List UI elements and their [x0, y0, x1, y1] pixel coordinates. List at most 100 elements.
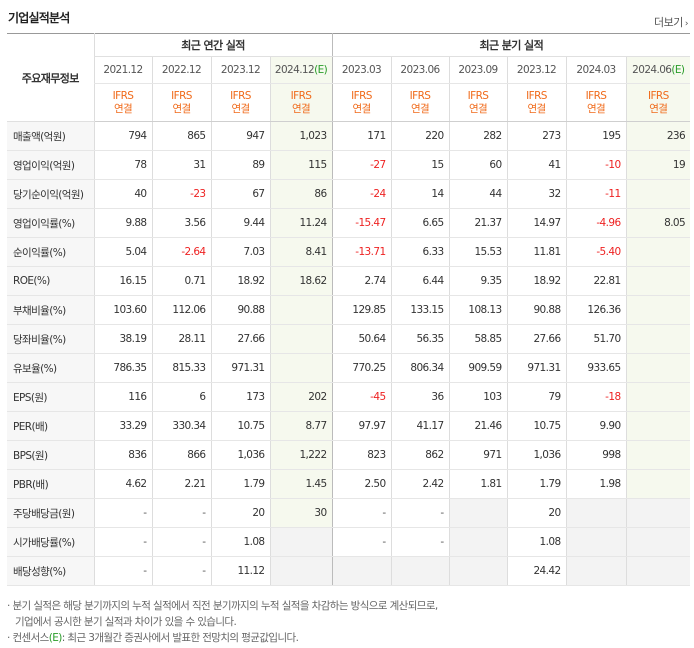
table-cell: 6.44 [390, 266, 450, 296]
ifrs-label: IFRS [290, 89, 312, 102]
table-cell: 36 [390, 382, 450, 412]
basis-label: 연결 [527, 102, 546, 115]
table-cell: 2.42 [390, 469, 450, 499]
table-cell: 1.98 [565, 469, 627, 499]
table-row: ROE(%) 16.15 0.71 18.92 18.62 2.74 6.44 9.35 18.… [7, 266, 691, 296]
period-header: 2023.06 [390, 56, 450, 84]
table-cell: 79 [506, 382, 567, 412]
period-header: 2023.09 [448, 56, 508, 84]
row-label: 당기순이익(억원) [7, 179, 94, 209]
table-cell [625, 469, 691, 499]
table-cell: 1,036 [210, 440, 270, 470]
table-cell: 1.08 [506, 527, 567, 557]
period-header: 2022.12 [151, 56, 211, 84]
table-cell: 19 [625, 150, 691, 180]
table-cell: 67 [210, 179, 270, 209]
basis-label: 연결 [231, 102, 250, 115]
table-cell [565, 498, 627, 528]
table-cell: 20 [210, 498, 270, 528]
table-cell: 1.81 [448, 469, 508, 499]
row-label: 주당배당금(원) [7, 498, 94, 528]
group-quarter-header: 최근 분기 실적 [331, 33, 691, 57]
table-cell: 6.33 [390, 237, 450, 267]
table-cell: 60 [448, 150, 508, 180]
ifrs-label: IFRS [647, 89, 669, 102]
ifrs-label: IFRS [585, 89, 607, 102]
table-cell: 971 [448, 440, 508, 470]
table-cell: - [93, 498, 152, 528]
table-cell [448, 498, 508, 528]
ifrs-basis-header: IFRS 연결 [506, 83, 567, 122]
table-row: 유보율(%) 786.35 815.33 971.31 770.25 806.34 909.… [7, 353, 691, 383]
table-cell [625, 295, 691, 325]
table-cell: 97.97 [331, 411, 392, 441]
table-cell [625, 556, 691, 586]
table-cell: 15.53 [448, 237, 508, 267]
table-cell: 21.46 [448, 411, 508, 441]
ifrs-label: IFRS [526, 89, 547, 102]
table-cell: 56.35 [390, 324, 450, 354]
table-cell [448, 556, 508, 586]
table-cell: - [331, 527, 392, 557]
row-label: PER(배) [7, 411, 94, 441]
table-cell: 8.41 [269, 237, 333, 267]
period-header: 2024.03 [565, 56, 627, 84]
table-cell [269, 324, 333, 354]
table-cell: 78 [93, 150, 152, 180]
table-cell: -45 [331, 382, 392, 412]
ifrs-basis-header: IFRS 연결 [210, 83, 270, 122]
table-row: EPS(원) 116 6 173 202 -45 36 103 79 -18 [7, 382, 691, 412]
table-cell: 44 [448, 179, 508, 209]
table-cell: 126.36 [565, 295, 627, 325]
stub-header: 주요재무정보 [7, 33, 94, 122]
table-row: 매출액(억원) 794 865 947 1,023 171 220 282 273 195 236 [7, 121, 691, 151]
table-cell: 30 [269, 498, 333, 528]
table-cell: - [151, 498, 211, 528]
table-cell: 27.66 [506, 324, 567, 354]
table-cell: 11.12 [210, 556, 270, 586]
table-cell: 89 [210, 150, 270, 180]
basis-label: 연결 [172, 102, 191, 115]
table-cell: -11 [565, 179, 627, 209]
table-cell: - [151, 556, 211, 586]
table-cell: 8.77 [269, 411, 333, 441]
table-cell: 282 [448, 121, 508, 151]
ifrs-basis-header: IFRS 연결 [625, 83, 691, 122]
table-cell: 108.13 [448, 295, 508, 325]
table-cell: 10.75 [210, 411, 270, 441]
table-row: 당기순이익(억원) 40 -23 67 86 -24 14 44 32 -11 [7, 179, 691, 209]
row-label: 영업이익률(%) [7, 208, 94, 238]
period-header: 2024.06(E)2024.06(E) [625, 56, 691, 84]
table-cell: 32 [506, 179, 567, 209]
table-cell: 15 [390, 150, 450, 180]
table-cell [625, 411, 691, 441]
more-link[interactable]: 더보기 › [654, 14, 689, 30]
row-label: 순이익률(%) [7, 237, 94, 267]
table-cell: 14.97 [506, 208, 567, 238]
table-cell: 9.44 [210, 208, 270, 238]
table-cell: - [93, 527, 152, 557]
table-cell: -15.47 [331, 208, 392, 238]
table-cell: 909.59 [448, 353, 508, 383]
table-cell: 998 [565, 440, 627, 470]
table-cell: 1,036 [506, 440, 567, 470]
footnote-2-prefix: · 컨센서스 [7, 632, 49, 644]
table-cell [448, 527, 508, 557]
ifrs-label: IFRS [409, 89, 431, 102]
table-cell [625, 498, 691, 528]
table-cell: -23 [151, 179, 211, 209]
table-cell [565, 556, 627, 586]
ifrs-basis-header: IFRS 연결 [93, 83, 152, 122]
table-cell: 971.31 [506, 353, 567, 383]
basis-label: 연결 [468, 102, 488, 115]
table-cell: -18 [565, 382, 627, 412]
table-cell: 794 [93, 121, 152, 151]
row-label: 매출액(억원) [7, 121, 94, 151]
table-cell: 9.88 [93, 208, 152, 238]
footnotes: · 분기 실적은 해당 분기까지의 누적 실적에서 직전 분기까지의 누적 실적… [7, 598, 438, 646]
ifrs-basis-header: IFRS 연결 [448, 83, 508, 122]
table-cell: 28.11 [151, 324, 211, 354]
table-cell: 815.33 [151, 353, 211, 383]
table-cell [625, 382, 691, 412]
